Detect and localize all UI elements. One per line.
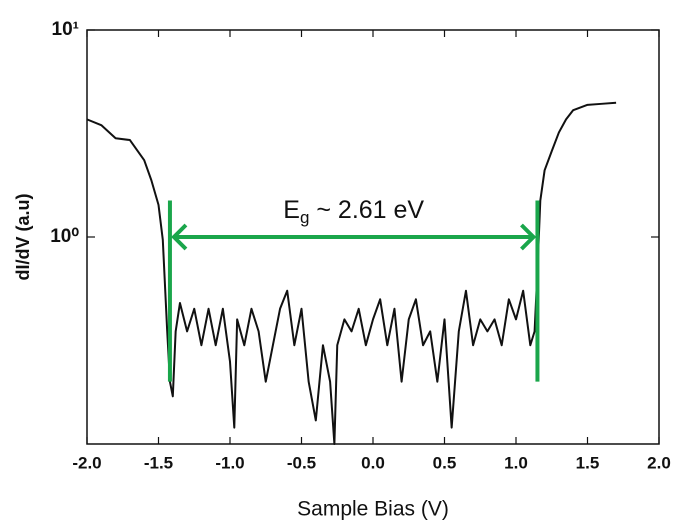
x-axis-label: Sample Bias (V)	[297, 498, 449, 521]
x-tick-label: 1.5	[576, 453, 600, 472]
x-tick-label: -2.0	[72, 453, 101, 472]
gap-label-main: E	[283, 196, 300, 224]
x-tick-label: -1.0	[215, 453, 244, 472]
y-tick-label: 10⁰	[50, 226, 79, 247]
arrow-head	[171, 223, 188, 251]
x-tick-label: 2.0	[647, 453, 671, 472]
y-axis-label: dI/dV (a.u)	[13, 194, 33, 281]
data-line	[86, 101, 617, 445]
x-tick-label: -1.5	[144, 453, 173, 472]
x-tick-label: 0.5	[433, 453, 457, 472]
x-tick-label: -0.5	[287, 453, 316, 472]
y-tick-label: 10¹	[52, 19, 79, 40]
x-tick-label: 1.0	[504, 453, 528, 472]
gap-label-sub: g	[300, 208, 309, 227]
arrow-head	[520, 223, 537, 251]
gap-label: Eg ~ 2.61 eV	[283, 196, 424, 228]
gap-label-rest: ~ 2.61 eV	[309, 196, 424, 224]
x-tick-label: 0.0	[361, 453, 385, 472]
